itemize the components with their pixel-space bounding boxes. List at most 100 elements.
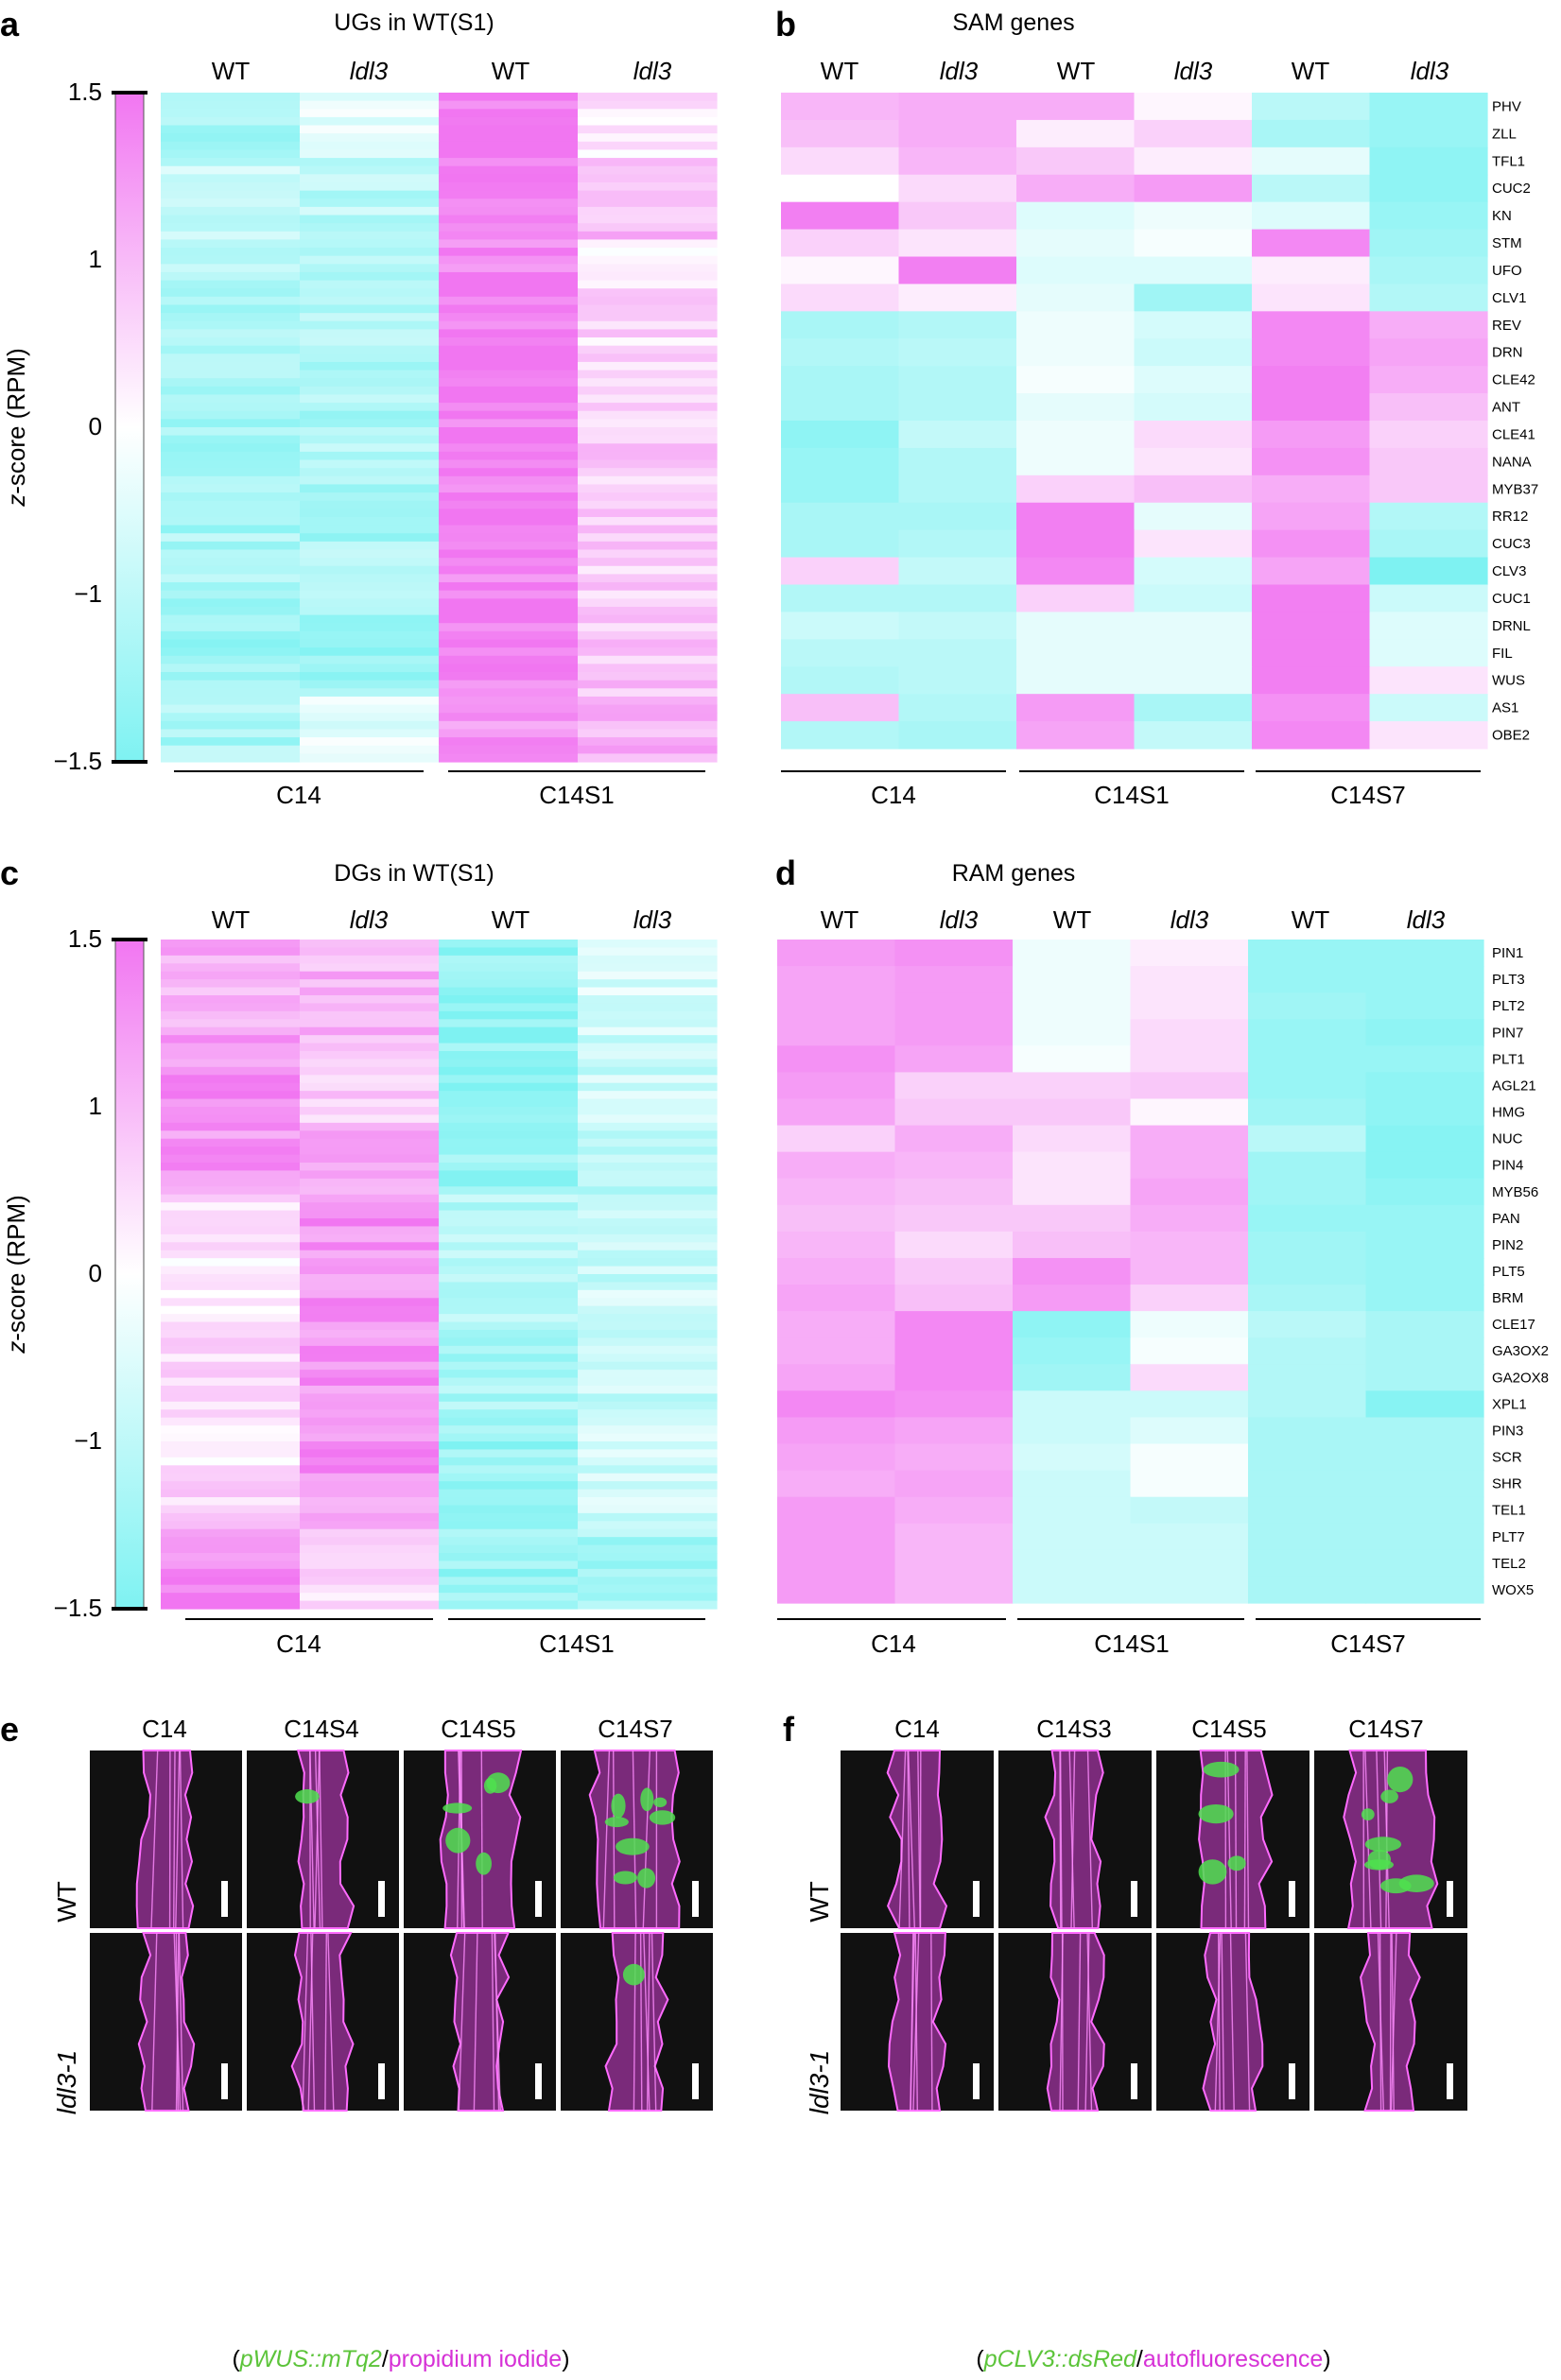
panel-e-col-1: C14S4	[284, 1715, 359, 1743]
panel-e-fiber	[302, 1932, 309, 2112]
panel-c-cell	[300, 1242, 440, 1251]
panel-d-cell	[777, 1045, 896, 1073]
panel-a-cell	[161, 516, 301, 526]
panel-a-cell	[439, 516, 579, 526]
panel-a-cell	[578, 696, 718, 706]
panel-b-gene-label: CUC1	[1492, 591, 1531, 607]
panel-a-cell	[300, 231, 440, 241]
panel-c-cell	[439, 1537, 579, 1546]
panel-e-fiber	[642, 1750, 650, 1929]
panel-a-cell	[300, 598, 440, 608]
panel-a-cell	[300, 614, 440, 624]
panel-d-cell	[1130, 1364, 1249, 1391]
panel-c-cell	[161, 1003, 301, 1012]
panel-a-cell	[439, 435, 579, 444]
panel-e-fiber	[173, 1750, 176, 1929]
panel-c-cell	[300, 995, 440, 1005]
panel-c-cell	[578, 1282, 718, 1291]
panel-a-group-1: C14S1	[539, 781, 615, 809]
panel-b-cell	[1252, 502, 1371, 531]
panel-c-cell	[161, 1305, 301, 1315]
panel-d-cell	[777, 1072, 896, 1100]
panel-a-cell	[439, 468, 579, 477]
panel-d-cell	[777, 1390, 896, 1419]
panel-a-cell	[439, 320, 579, 330]
panel-c-cell	[439, 1194, 579, 1203]
panel-c-cell	[300, 1178, 440, 1187]
panel-e-caption: (pWUS::mTq2/propidium iodide)	[232, 2346, 569, 2372]
panel-c-cell	[161, 955, 301, 964]
panel-b-gene-label: MYB37	[1492, 481, 1538, 497]
panel-c-cell	[578, 1170, 718, 1180]
panel-a-cell	[439, 623, 579, 632]
panel-b-title: SAM genes	[952, 9, 1074, 36]
panel-a-cell	[578, 109, 718, 118]
panel-b-cell	[781, 421, 900, 449]
panel-b-cell	[1252, 421, 1371, 449]
panel-f-fiber	[1243, 1750, 1246, 1929]
panel-a-cell	[578, 198, 718, 208]
panel-c-cell	[300, 1233, 440, 1243]
panel-c-cell	[439, 1178, 579, 1187]
panel-c-cell	[300, 1584, 440, 1594]
panel-a-cell	[578, 215, 718, 224]
panel-a-cell	[578, 582, 718, 592]
panel-c-cell	[161, 1233, 301, 1243]
panel-a-tick-0: 1.5	[68, 78, 102, 106]
panel-a-cell	[300, 451, 440, 461]
panel-c-cell	[439, 1163, 579, 1172]
panel-d-cell	[1248, 1390, 1367, 1419]
panel-d-cell	[1013, 940, 1132, 967]
panel-c-cell	[300, 1457, 440, 1466]
panel-c-cell	[161, 1226, 301, 1235]
panel-a-cell	[161, 370, 301, 379]
panel-a-cell	[161, 582, 301, 592]
panel-c-cell	[578, 1059, 718, 1068]
panel-b-gene-label: TFL1	[1492, 153, 1525, 169]
panel-a-cell	[300, 647, 440, 657]
panel-b-cell	[781, 147, 900, 176]
panel-f-reporter-spot	[1380, 1789, 1398, 1803]
panel-a-cell	[300, 288, 440, 298]
panel-c-cell	[578, 1489, 718, 1498]
panel-b-cell	[1369, 666, 1488, 695]
panel-c-cell	[300, 1098, 440, 1108]
panel-c-cell	[161, 1154, 301, 1164]
panel-d-cell	[777, 992, 896, 1020]
panel-c-cell	[161, 995, 301, 1005]
panel-a-cell	[161, 255, 301, 265]
panel-b-cell	[781, 338, 900, 367]
panel-c-cell	[161, 1584, 301, 1594]
panel-a-cell	[161, 541, 301, 551]
panel-c-cell	[300, 1250, 440, 1259]
panel-c-cell	[161, 1298, 301, 1307]
panel-c-cell	[439, 1210, 579, 1219]
panel-a-cell	[439, 271, 579, 282]
panel-c-cell	[578, 1026, 718, 1036]
panel-d-cell	[777, 1285, 896, 1312]
panel-b-cell	[1134, 447, 1253, 476]
panel-e-scale-bar	[692, 2063, 699, 2099]
panel-d-gene-label: SCR	[1492, 1450, 1522, 1466]
panel-b-col-2: WT	[1057, 57, 1096, 85]
panel-a-cell	[161, 745, 301, 754]
panel-b-cell	[898, 338, 1017, 367]
panel-c-cell	[161, 1489, 301, 1498]
panel-f-col-1: C14S3	[1036, 1715, 1112, 1743]
panel-a-cell	[439, 345, 579, 354]
panel-a-cell	[161, 468, 301, 477]
panel-c-cell	[161, 1010, 301, 1020]
panel-a-cell	[300, 639, 440, 648]
panel-a-cell	[300, 100, 440, 110]
panel-a-cell	[300, 239, 440, 249]
panel-c-cell	[161, 1561, 301, 1570]
panel-a-cell	[578, 541, 718, 551]
panel-b-gene-label: DRNL	[1492, 618, 1531, 634]
panel-d-cell	[894, 1285, 1014, 1312]
panel-e-reporter-spot	[604, 1817, 629, 1828]
panel-c-cell	[300, 1314, 440, 1323]
panel-a-cell	[439, 370, 579, 379]
panel-c-cell	[300, 1337, 440, 1347]
panel-c-cell	[300, 1465, 440, 1475]
panel-b-gene-label: WUS	[1492, 673, 1525, 689]
